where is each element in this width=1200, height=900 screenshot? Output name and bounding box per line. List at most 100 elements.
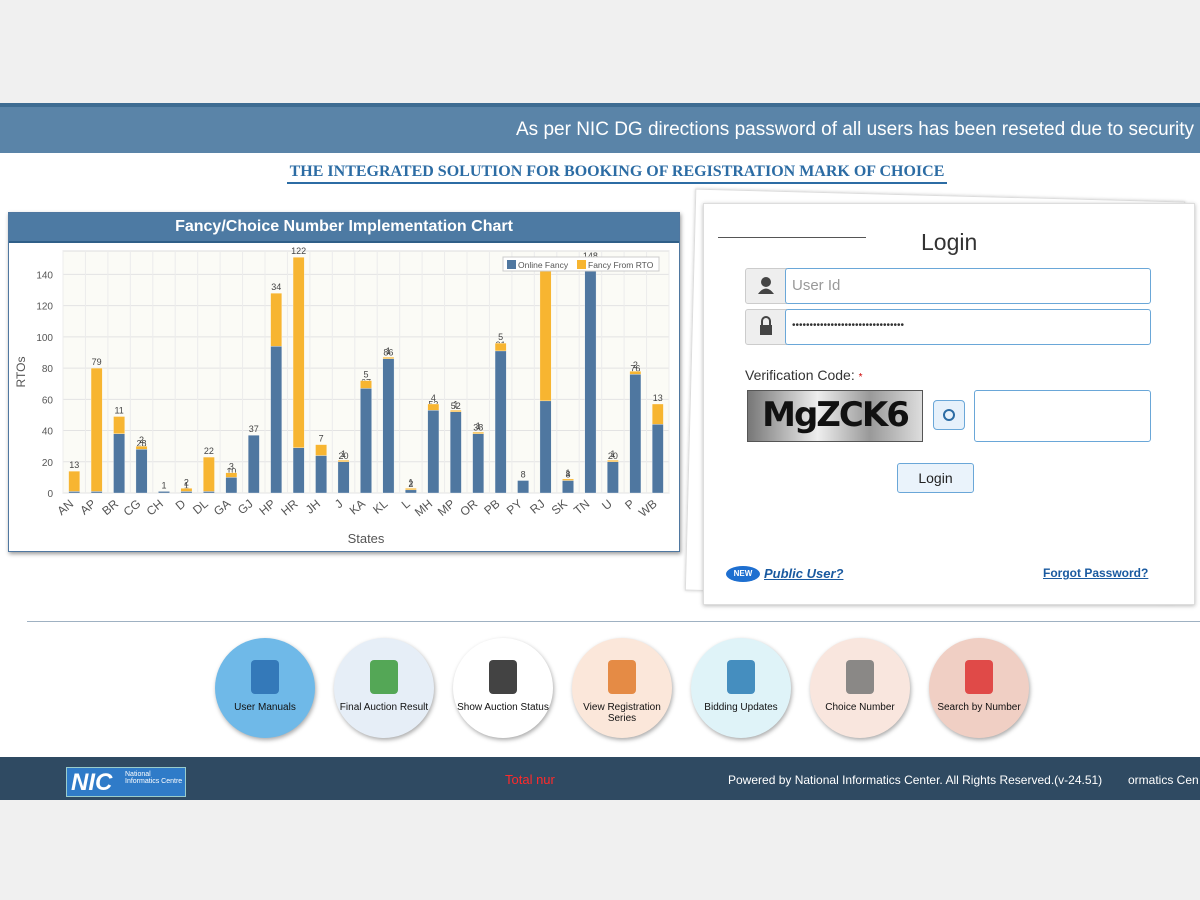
x-tick-label: BR (99, 496, 121, 518)
data-label: 5 (363, 370, 368, 380)
forgot-password-link[interactable]: Forgot Password? (1043, 566, 1149, 580)
bar-segment (562, 480, 574, 494)
user-id-input[interactable]: User Id (785, 268, 1151, 304)
service-icon (965, 660, 993, 694)
bar-segment (382, 358, 395, 494)
counter: Total nur (505, 772, 555, 787)
heading-text: THE INTEGRATED SOLUTION FOR BOOKING OF R… (286, 163, 948, 184)
icon (943, 409, 955, 421)
refresh-button[interactable] (933, 400, 965, 430)
data-label: 2 (139, 435, 144, 445)
bar-segment (494, 350, 507, 494)
bar-segment (180, 488, 193, 492)
x-axis-title: States (348, 531, 385, 546)
bar-segment (248, 435, 260, 494)
data-label: 13 (653, 393, 663, 403)
service-button[interactable]: Final Auction Result (334, 638, 434, 738)
x-tick-label: KL (370, 496, 390, 516)
bar-segment (68, 470, 80, 492)
x-tick-label: GJ (235, 497, 256, 518)
x-tick-label: MH (412, 497, 435, 520)
bar-segment (180, 491, 193, 494)
service-label: Final Auction Result (339, 702, 429, 713)
verification-label: Verification Code: * (745, 367, 863, 383)
bar-segment (427, 403, 440, 411)
divider (718, 237, 866, 238)
bar-segment (382, 357, 395, 359)
x-tick-label: P (622, 497, 637, 513)
bar-segment (113, 433, 125, 494)
bar-segment (607, 461, 619, 494)
data-label: 79 (92, 357, 102, 367)
service-label: Show Auction Status (457, 702, 549, 713)
y-axis-title: RTOs (14, 357, 28, 388)
bar-segment (405, 488, 417, 491)
bar-segment (405, 489, 417, 494)
x-tick-label: MP (435, 497, 458, 519)
x-tick-label: OR (457, 496, 480, 519)
data-label: 5 (498, 332, 503, 342)
x-tick-label: HR (278, 496, 301, 518)
data-label: 13 (69, 460, 79, 470)
data-label: 2 (408, 479, 413, 489)
data-label: 38 (473, 423, 483, 433)
y-tick-label: 100 (36, 333, 53, 344)
button-text: Login (918, 470, 953, 486)
x-tick-label: PY (504, 497, 525, 518)
data-label: 3 (229, 462, 234, 472)
service-button[interactable]: View Registration Series (572, 638, 672, 738)
x-tick-label: L (399, 496, 413, 511)
bar-segment (360, 380, 372, 389)
data-label: 4 (431, 393, 436, 403)
login-title: Login (921, 229, 978, 255)
new-badge: NEW (726, 566, 760, 582)
data-label: 11 (114, 405, 123, 415)
x-tick-label: WB (636, 497, 660, 520)
bar-segment (450, 411, 462, 494)
bar-segment (135, 449, 148, 494)
x-tick-label: PB (481, 497, 502, 518)
bar-segment (203, 456, 215, 492)
bar-segment (584, 261, 597, 494)
service-button[interactable]: User Manuals (215, 638, 315, 738)
service-button[interactable]: Choice Number (810, 638, 910, 738)
chart-title: Fancy/Choice Number Implementation Chart (9, 213, 679, 243)
service-label: View Registration Series (583, 702, 661, 724)
public-user-link[interactable]: Public User? (764, 566, 844, 581)
x-tick-label: TN (571, 497, 592, 518)
service-button[interactable]: Bidding Updates (691, 638, 791, 738)
notice-banner: As per NIC DG directions password of all… (0, 103, 1200, 153)
x-tick-label: KA (347, 497, 368, 518)
bar-segment (517, 480, 529, 494)
data-label: 28 (137, 438, 147, 448)
bar-segment (427, 410, 440, 494)
login-button[interactable]: Login (897, 463, 974, 493)
bar-segment (337, 460, 350, 462)
login-card: Login User Id ••••••••••••••••••••••••••… (703, 203, 1195, 605)
service-button[interactable]: Search by Number (929, 638, 1029, 738)
page-heading: THE INTEGRATED SOLUTION FOR BOOKING OF R… (0, 163, 1200, 184)
bar-segment (270, 293, 282, 347)
y-tick-label: 20 (42, 458, 54, 469)
bar-segment (68, 491, 80, 494)
captcha-input[interactable] (974, 390, 1151, 442)
service-icon (489, 660, 517, 694)
y-tick-label: 40 (42, 427, 54, 438)
y-tick-label: 120 (36, 302, 53, 313)
service-button[interactable]: Show Auction Status (453, 638, 553, 738)
bar-segment (629, 374, 642, 494)
data-label: 10 (226, 466, 236, 476)
password-input[interactable]: •••••••••••••••••••••••••••••••• (785, 309, 1151, 345)
data-label: 1 (476, 421, 481, 431)
service-icon (251, 660, 279, 694)
service-icon (370, 660, 398, 694)
bar-segment (225, 472, 238, 478)
x-tick-label: RJ (527, 497, 547, 517)
footer: NIC National Informatics Centre Total nu… (0, 757, 1200, 800)
bar-segment (539, 400, 552, 494)
bar-segment (629, 371, 642, 375)
bar-segment (113, 416, 125, 434)
service-label: Bidding Updates (704, 702, 778, 713)
bar-segment (652, 424, 664, 494)
bar-segment (292, 447, 305, 494)
